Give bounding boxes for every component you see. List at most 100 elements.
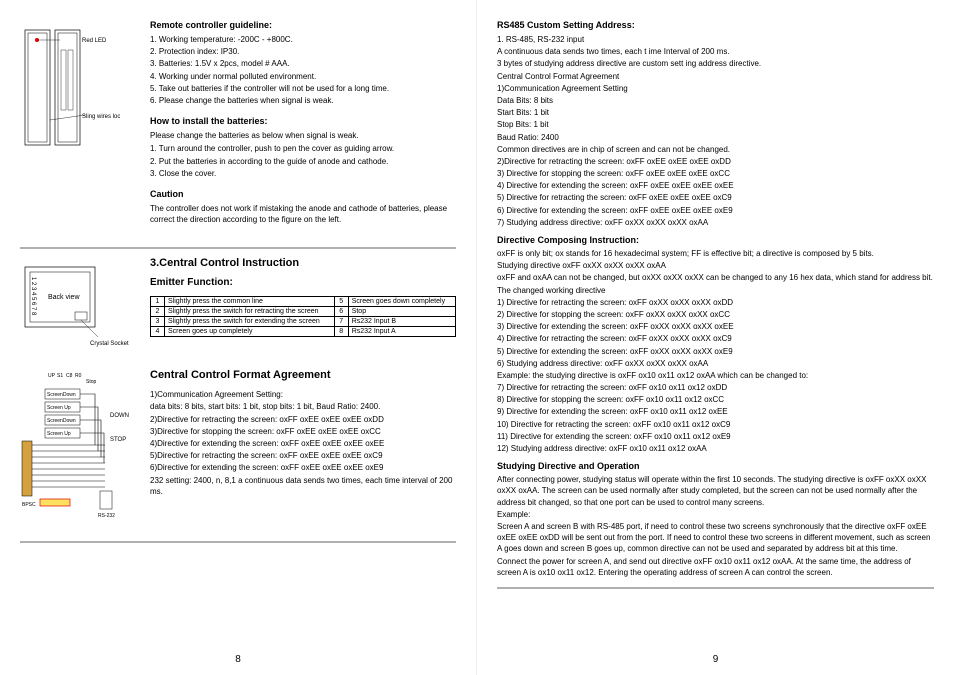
rs485-item: Common directives are in chip of screen … [497, 144, 934, 155]
composing-item: 11) Directive for extending the screen: … [497, 431, 934, 442]
studying-item: Screen A and screen B with RS-485 port, … [497, 521, 934, 555]
format-item: 6)Directive for extending the screen: ox… [150, 462, 456, 473]
svg-text:S1: S1 [57, 373, 63, 379]
format-text: Central Control Format Agreement 1)Commu… [150, 369, 456, 521]
composing-item: 12) Studying address directive: oxFF ox1… [497, 443, 934, 454]
format-item: 2)Directive for retracting the screen: o… [150, 414, 456, 425]
format-list: 1)Communication Agreement Setting: data … [150, 389, 456, 497]
remote-svg: Red LED Sling wires localizer [20, 20, 120, 150]
guideline-item: 1. Working temperature: -200C - +800C. [150, 34, 456, 45]
composing-item: 6) Studying address directive: oxFF oxXX… [497, 358, 934, 369]
composing-item: 1) Directive for retracting the screen: … [497, 297, 934, 308]
rs485-item: 5) Directive for retracting the screen: … [497, 192, 934, 203]
format-item: 1)Communication Agreement Setting: [150, 389, 456, 400]
svg-text:ScreenDown: ScreenDown [47, 418, 76, 424]
install-list: 1. Turn around the controller, push to p… [150, 143, 456, 179]
svg-text:Stop: Stop [86, 379, 97, 385]
function-table: 1Slightly press the common line5Screen g… [150, 296, 456, 337]
studying-list: After connecting power, studying status … [497, 474, 934, 578]
studying-title: Studying Directive and Operation [497, 461, 934, 471]
rs485-item: 4) Directive for extending the screen: o… [497, 180, 934, 191]
rs485-section: RS485 Custom Setting Address: 1. RS-485,… [497, 20, 934, 229]
format-item: 4)Directive for extending the screen: ox… [150, 438, 456, 449]
svg-text:Crystal Socket: Crystal Socket [90, 341, 129, 347]
studying-item: After connecting power, studying status … [497, 474, 934, 508]
guideline-item: 4. Working under normal polluted environ… [150, 71, 456, 82]
guideline-item: 3. Batteries: 1.5V x 2pcs, model # AAA. [150, 58, 456, 69]
studying-item: Example: [497, 509, 934, 520]
rs485-item: A continuous data sends two times, each … [497, 46, 934, 57]
rs485-item: 6) Directive for extending the screen: o… [497, 205, 934, 216]
svg-text:DOWN: DOWN [110, 413, 129, 419]
composing-item: 7) Directive for retracting the screen: … [497, 382, 934, 393]
composing-item: 3) Directive for extending the screen: o… [497, 321, 934, 332]
format-item: data bits: 8 bits, start bits: 1 bit, st… [150, 401, 456, 412]
composing-item: 4) Directive for retracting the screen: … [497, 333, 934, 344]
guideline-row: Red LED Sling wires localizer Remote con… [20, 20, 456, 227]
caution-title: Caution [150, 189, 456, 199]
rs485-item: 3) Directive for stopping the screen: ox… [497, 168, 934, 179]
svg-text:Screen Up: Screen Up [47, 431, 71, 437]
central-text: 3.Central Control Instruction Emitter Fu… [150, 257, 456, 349]
rs485-item: 2)Directive for retracting the screen: o… [497, 156, 934, 167]
composing-item: 9) Directive for extending the screen: o… [497, 406, 934, 417]
rs485-item: Stop Bits: 1 bit [497, 119, 934, 130]
studying-section: Studying Directive and Operation After c… [497, 455, 934, 579]
rs485-item: 1)Communication Agreement Setting [497, 83, 934, 94]
rs485-item: Central Control Format Agreement [497, 71, 934, 82]
format-item: 232 setting: 2400, n, 8,1 a continuous d… [150, 475, 456, 497]
rs485-list: 1. RS-485, RS-232 input A continuous dat… [497, 34, 934, 228]
install-item: 2. Put the batteries in according to the… [150, 156, 456, 167]
central-title: 3.Central Control Instruction [150, 257, 456, 269]
central-row: 1 2 3 4 5 6 7 8 Back view Crystal Socket… [20, 257, 456, 349]
svg-text:Red LED: Red LED [82, 38, 107, 44]
composing-item: oxFF and oxAA can not be changed, but ox… [497, 272, 934, 283]
emitter-sub: Emitter Function: [150, 277, 456, 288]
divider [20, 541, 456, 543]
backview-diagram: 1 2 3 4 5 6 7 8 Back view Crystal Socket [20, 257, 140, 349]
composing-item: 2) Directive for stopping the screen: ox… [497, 309, 934, 320]
svg-text:UP: UP [48, 373, 56, 379]
backview-svg: 1 2 3 4 5 6 7 8 Back view Crystal Socket [20, 257, 130, 347]
svg-text:STOP: STOP [110, 437, 126, 443]
divider [497, 587, 934, 589]
svg-text:Back view: Back view [48, 294, 80, 301]
svg-text:Sling wires localizer: Sling wires localizer [82, 114, 120, 120]
page-9: RS485 Custom Setting Address: 1. RS-485,… [477, 0, 954, 675]
wiring-svg: UP S1 C8 R0 Stop ScreenDown Screen Up Sc… [20, 369, 140, 519]
remote-diagram: Red LED Sling wires localizer [20, 20, 140, 227]
rs485-item: Baud Ratio: 2400 [497, 132, 934, 143]
format-row: UP S1 C8 R0 Stop ScreenDown Screen Up Sc… [20, 369, 456, 521]
install-item: 1. Turn around the controller, push to p… [150, 143, 456, 154]
guideline-item: 5. Take out batteries if the controller … [150, 83, 456, 94]
guideline-item: 2. Protection index: IP30. [150, 46, 456, 57]
rs485-item: 3 bytes of studying address directive ar… [497, 58, 934, 69]
rs485-item: Start Bits: 1 bit [497, 107, 934, 118]
composing-item: The changed working directive [497, 285, 934, 296]
wiring-diagram: UP S1 C8 R0 Stop ScreenDown Screen Up Sc… [20, 369, 140, 521]
page-number: 8 [20, 646, 456, 665]
svg-text:RS-232: RS-232 [98, 513, 115, 519]
composing-section: Directive Composing Instruction: oxFF is… [497, 229, 934, 455]
composing-title: Directive Composing Instruction: [497, 235, 934, 245]
composing-item: Studying directive oxFF oxXX oxXX oxXX o… [497, 260, 934, 271]
svg-text:C8: C8 [66, 373, 73, 379]
guideline-text: Remote controller guideline: 1. Working … [150, 20, 456, 227]
divider [20, 247, 456, 249]
composing-item: Example: the studying directive is oxFF … [497, 370, 934, 381]
install-item: 3. Close the cover. [150, 168, 456, 179]
studying-item: Connect the power for screen A, and send… [497, 556, 934, 578]
svg-text:Screen Up: Screen Up [47, 405, 71, 411]
rs485-item: Data Bits: 8 bits [497, 95, 934, 106]
guideline-item: 6. Please change the batteries when sign… [150, 95, 456, 106]
guideline-title: Remote controller guideline: [150, 20, 456, 30]
svg-text:1 2 3 4 5 6 7 8: 1 2 3 4 5 6 7 8 [30, 277, 36, 316]
svg-text:ScreenDown: ScreenDown [47, 392, 76, 398]
composing-list: oxFF is only bit; ox stands for 16 hexad… [497, 248, 934, 454]
caution-text: The controller does not work if mistakin… [150, 203, 456, 225]
format-title: Central Control Format Agreement [150, 369, 456, 381]
format-item: 3)Directive for stopping the screen: oxF… [150, 426, 456, 437]
page-number: 9 [497, 646, 934, 665]
composing-item: 10) Directive for retracting the screen:… [497, 419, 934, 430]
rs485-title: RS485 Custom Setting Address: [497, 20, 934, 30]
